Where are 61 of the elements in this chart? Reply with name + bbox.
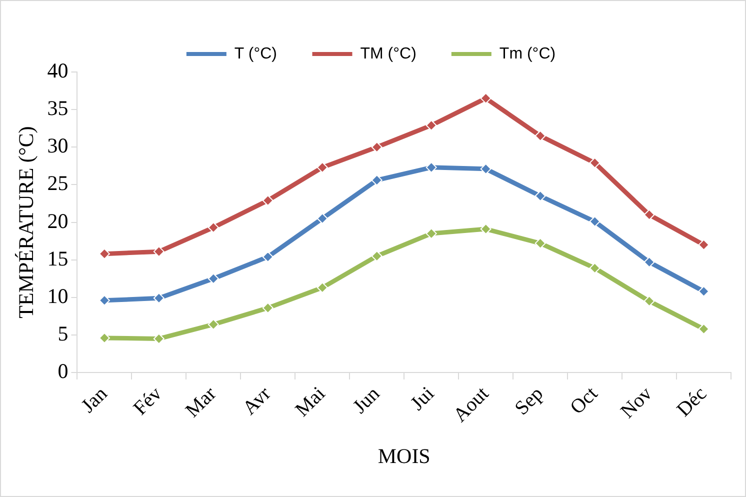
x-tick-label: Nov (616, 382, 657, 423)
y-tick-label: 15 (47, 246, 68, 270)
point (698, 286, 710, 297)
y-tick-label: 5 (58, 321, 68, 346)
point (153, 333, 164, 344)
y-tick-label: 20 (47, 208, 68, 233)
y-tick-label: 25 (47, 171, 68, 196)
point (98, 294, 110, 306)
point (480, 163, 492, 174)
x-tick-label: Oct (566, 382, 602, 419)
x-tick-label: Mar (182, 382, 221, 422)
x-axis-title: MOIS (378, 444, 430, 468)
point (534, 190, 546, 202)
point (589, 262, 600, 274)
point (262, 302, 274, 314)
point (262, 194, 274, 206)
point (371, 142, 382, 153)
legend-label: T (°C) (234, 45, 277, 62)
x-tick-label: Jui (406, 382, 439, 415)
point (698, 239, 710, 250)
point (644, 256, 655, 268)
point (480, 224, 492, 235)
x-tick-label: Déc (672, 382, 712, 422)
point (98, 332, 110, 344)
point (426, 228, 437, 240)
point (262, 251, 274, 262)
point (153, 292, 164, 304)
point (480, 92, 492, 104)
x-tick-label: Jun (348, 382, 384, 418)
point (426, 162, 437, 173)
point (698, 323, 710, 334)
x-tick-label: Fév (129, 382, 166, 420)
legend-label: TM (°C) (360, 45, 416, 62)
point (316, 213, 328, 224)
point (534, 130, 546, 142)
point (208, 222, 219, 234)
point (208, 273, 219, 284)
x-tick-label: Sep (510, 382, 548, 420)
x-tick-label: Mai (291, 382, 330, 422)
point (371, 250, 382, 262)
point (589, 216, 600, 228)
point (589, 157, 600, 168)
point (371, 174, 382, 186)
point (153, 246, 164, 258)
y-axis-title: TEMPÉRATURE (°C) (14, 126, 38, 318)
point (316, 162, 328, 173)
y-tick-label: 30 (47, 134, 68, 158)
y-tick-label: 0 (58, 359, 68, 384)
point (316, 282, 328, 294)
point (426, 120, 437, 131)
point (644, 296, 655, 307)
x-tick-label: Avr (238, 382, 276, 420)
point (534, 238, 546, 249)
legend-label: Tm (°C) (499, 45, 556, 62)
point (208, 318, 219, 330)
y-tick-label: 35 (47, 96, 68, 120)
x-tick-label: Jan (77, 382, 112, 418)
y-tick-label: 40 (47, 58, 68, 83)
y-tick-label: 10 (47, 284, 68, 308)
point (98, 248, 110, 260)
point (644, 209, 655, 220)
